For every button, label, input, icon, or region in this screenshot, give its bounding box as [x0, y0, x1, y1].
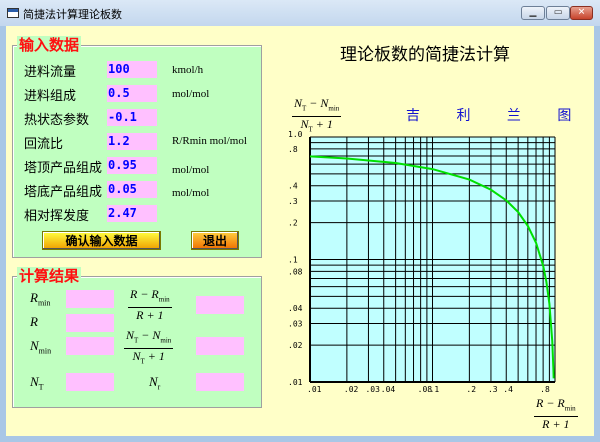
maximize-icon: ▭	[553, 7, 563, 18]
unit-label: mol/mol	[172, 88, 210, 100]
input-field[interactable]: 0.95	[107, 157, 157, 174]
x-axis-label: R − Rmin R + 1	[534, 396, 578, 432]
x-tick-label: .1	[430, 385, 440, 394]
maximize-button[interactable]: ▭	[546, 6, 570, 20]
title-bar: 简捷法计算理论板数 ▁ ▭ ✕	[0, 0, 600, 26]
unit-label: mol/mol	[172, 164, 210, 176]
x-tick-label: .04	[381, 385, 396, 394]
y-tick-label: .03	[288, 320, 303, 329]
result-frame-title: 计算结果	[17, 267, 82, 285]
input-label: 进料组成	[24, 89, 77, 104]
x-tick-label: .4	[503, 385, 513, 394]
nr-output	[196, 373, 244, 391]
unit-label: R/Rmin mol/mol	[172, 135, 247, 147]
input-label: 回流比	[24, 137, 64, 152]
y-tick-label: .01	[288, 378, 303, 387]
nmin-output	[66, 337, 114, 355]
input-label: 热状态参数	[24, 113, 90, 128]
input-frame: 输入数据	[12, 36, 262, 258]
unit-label: kmol/h	[172, 64, 204, 76]
x-fraction-label: R − Rmin R + 1	[128, 287, 172, 323]
input-field[interactable]: -0.1	[107, 109, 157, 126]
y-fraction-output	[196, 337, 244, 355]
rmin-output	[66, 290, 114, 308]
y-tick-label: .1	[288, 256, 298, 265]
app-icon	[7, 8, 19, 18]
nt-label: NT	[30, 374, 44, 392]
input-field[interactable]: 100	[107, 61, 157, 78]
x-tick-label: .01	[307, 385, 322, 394]
y-tick-label: .08	[288, 267, 303, 276]
y-tick-label: .02	[288, 341, 303, 350]
input-field[interactable]: 0.05	[107, 181, 157, 198]
r-label: R	[30, 314, 38, 329]
input-label: 塔顶产品组成	[24, 161, 103, 176]
close-icon: ✕	[577, 7, 586, 18]
r-output	[66, 314, 114, 332]
nr-label: Nr	[149, 374, 161, 392]
client-area: 输入数据 进料流量 100 kmol/h 进料组成 0.5 mol/mol 热状态参数 …	[6, 26, 594, 436]
y-tick-label: .3	[288, 197, 298, 206]
x-tick-label: .8	[540, 385, 550, 394]
input-label: 相对挥发度	[24, 209, 90, 224]
gilliland-chart: .01.02.03.04.08.1.2.3.4.81.0.8.4.3.2.1.0…	[288, 130, 556, 394]
x-fraction-output	[196, 296, 244, 314]
main-title: 理论板数的简捷法计算	[340, 45, 510, 65]
input-field[interactable]: 0.5	[107, 85, 157, 102]
y-tick-label: .8	[288, 145, 298, 154]
x-tick-label: .08	[418, 385, 433, 394]
rmin-label: Rmin	[30, 290, 51, 308]
input-frame-title: 输入数据	[17, 36, 82, 54]
x-tick-label: .02	[344, 385, 359, 394]
minimize-icon: ▁	[529, 7, 537, 18]
confirm-input-button[interactable]: 确认输入数据	[42, 231, 161, 250]
input-label: 进料流量	[24, 65, 77, 80]
y-axis-label: NT − Nmin NT + 1	[292, 96, 342, 134]
input-field[interactable]: 2.47	[107, 205, 157, 222]
input-field[interactable]: 1.2	[107, 133, 157, 150]
y-tick-label: 1.0	[288, 130, 303, 139]
unit-label: mol/mol	[172, 187, 210, 199]
x-tick-label: .03	[365, 385, 380, 394]
x-tick-label: .2	[466, 385, 476, 394]
gilliland-curve	[309, 155, 555, 379]
window-title: 简捷法计算理论板数	[23, 8, 122, 21]
y-tick-label: .2	[288, 219, 298, 228]
nmin-label: Nmin	[30, 338, 52, 356]
input-label: 塔底产品组成	[24, 185, 103, 200]
y-fraction-label: NT − Nmin NT + 1	[124, 328, 174, 366]
y-tick-label: .04	[288, 304, 303, 313]
minimize-button[interactable]: ▁	[521, 6, 545, 20]
chart-title: 吉 利 兰 图	[406, 108, 588, 124]
exit-button[interactable]: 退出	[191, 231, 239, 250]
nt-output	[66, 373, 114, 391]
x-tick-label: .3	[488, 385, 498, 394]
y-tick-label: .4	[288, 182, 298, 191]
close-button[interactable]: ✕	[570, 6, 593, 20]
